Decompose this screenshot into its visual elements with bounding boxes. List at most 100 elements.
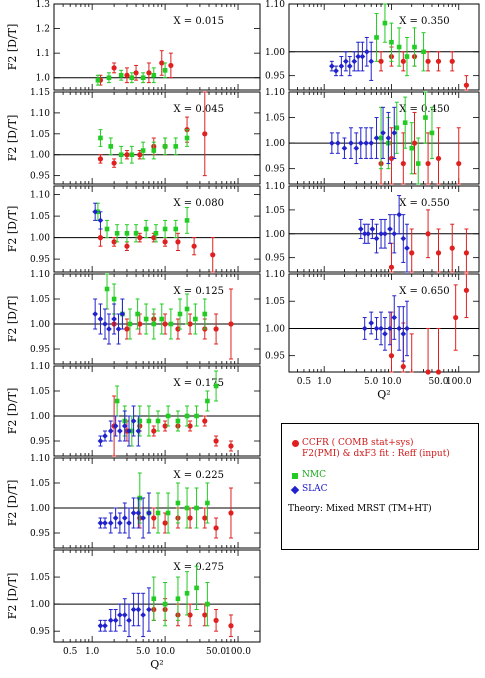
panel-4-nmc-point <box>151 321 157 327</box>
panel-1-ccfr-point <box>146 70 152 76</box>
panel-2-nmc-point <box>151 148 157 153</box>
panel-11-slac-point <box>373 325 380 332</box>
panel-8-slac-point <box>329 63 335 69</box>
panel-9-slac-point <box>357 140 364 146</box>
panel-1-nmc-point <box>106 75 112 81</box>
panel-9-slac-point <box>363 140 369 146</box>
panel-11-slac-point <box>361 325 368 332</box>
panel-8-ccfr-point <box>400 58 406 64</box>
panel-5-ytick-label: 0.95 <box>30 437 50 447</box>
panel-4-nmc-point <box>111 296 117 302</box>
panel-5-slac-point <box>121 423 128 429</box>
panel-2-ccfr-point <box>111 160 117 166</box>
panel-8-ytick-label: 1.10 <box>265 0 285 10</box>
panel-6-slac-point <box>140 515 146 521</box>
panel-7-nmc-point <box>162 601 168 607</box>
panel-5-slac-point <box>97 438 104 444</box>
panel-5-slac-point <box>112 423 119 429</box>
panel-8-slac-point <box>346 63 353 69</box>
panel-7-nmc-point <box>184 590 190 596</box>
panel-11-ytick-label: 1.05 <box>265 297 285 307</box>
panel-11-ccfr-point <box>453 314 459 321</box>
panel-9-x-value-label: X = 0.450 <box>399 104 449 115</box>
panel-11-xtick-label: 0.5 <box>297 377 312 387</box>
panel-6-slac-point <box>117 520 123 526</box>
panel-7-xlabel: Q² <box>150 658 163 671</box>
panel-2-ccfr-point <box>97 156 104 162</box>
panel-9-ytick-label: 1.10 <box>265 88 285 98</box>
panel-9-slac-point <box>368 140 375 146</box>
panel-7-slac-point <box>112 617 119 624</box>
panel-9-nmc-point <box>409 145 415 151</box>
panel-8-nmc-point <box>412 44 417 50</box>
panel-2-ytick-label: 0.95 <box>30 172 50 182</box>
panel-2-ytick-label: 1.00 <box>30 151 50 161</box>
panel-6-nmc-point <box>175 500 181 506</box>
panel-6-nmc-point <box>194 505 199 511</box>
panel-7-nmc-point <box>205 601 210 607</box>
panel-10-ccfr-point <box>435 250 442 256</box>
panel-9-nmc-point <box>429 130 435 136</box>
panel-7-xtick-label: 10.0 <box>155 647 175 657</box>
panel-8-slac-point <box>338 63 345 69</box>
panel-7-nmc-point <box>175 596 181 602</box>
panel-7-ytick-label: 0.95 <box>30 627 50 637</box>
panel-2-ccfr-point <box>202 131 208 137</box>
panel-7-x-value-label: X = 0.275 <box>173 562 223 573</box>
legend-ccfr-label: CCFR ( COMB stat+sys) <box>302 438 414 448</box>
panel-3-ytick-label: 1.00 <box>30 234 50 244</box>
panel-6-slac-point <box>121 515 128 521</box>
panel-4-ccfr-point <box>162 321 168 327</box>
panel-4-ccfr-point <box>124 326 130 332</box>
panel-5-nmc-point <box>175 418 181 424</box>
panel-11-ytick-label: 1.10 <box>265 270 285 280</box>
panel-8-nmc-point <box>396 44 402 50</box>
legend-nmc-label: NMC <box>302 470 326 480</box>
panel-10-slac-point <box>396 211 402 218</box>
panel-7-nmc-point <box>194 585 199 591</box>
panel-3-ylabel: F2 [D/T] <box>6 206 19 253</box>
panel-4-nmc-point <box>104 286 110 292</box>
panel-3-ccfr-point <box>151 235 157 241</box>
panel-10-slac-point <box>382 230 388 237</box>
panel-4-nmc-point <box>135 311 140 317</box>
panel-8-nmc-point <box>421 49 426 55</box>
panel-3-ccfr-point <box>175 239 181 245</box>
panel-6-slac-point <box>135 510 142 516</box>
panel-6-slac-point <box>97 520 104 526</box>
panel-3-slac-point <box>97 217 104 224</box>
panel-2-nmc-point <box>184 135 190 141</box>
panel-4-nmc-point <box>177 311 183 317</box>
panel-6-ccfr-point <box>162 520 168 526</box>
panel-11-slac-point <box>404 325 410 332</box>
panel-6-x-value-label: X = 0.225 <box>173 470 223 481</box>
panel-7-slac-point <box>97 622 104 629</box>
panel-3-nmc-point <box>153 231 159 236</box>
panel-8-slac-point <box>333 68 339 74</box>
panel-6-ytick-label: 1.05 <box>30 479 50 489</box>
panel-11-x-value-label: X = 0.650 <box>399 286 449 297</box>
panel-3-x-value-label: X = 0.080 <box>173 198 223 209</box>
panel-10-ccfr-point <box>463 250 470 256</box>
panel-8-x-value-label: X = 0.350 <box>399 16 449 27</box>
panel-4-slac-point <box>92 311 98 317</box>
panel-9-nmc-point <box>402 120 408 125</box>
panel-7-xtick-label: 1.0 <box>85 647 100 657</box>
panel-1-ytick-label: 1.0 <box>36 74 51 84</box>
panel-7-ytick-label: 1.05 <box>30 573 50 583</box>
legend-ccfr-sublabel: F2(PMI) & dxF3 fit : Reff (input) <box>302 449 450 459</box>
panel-6-slac-point <box>112 515 119 521</box>
panel-1-nmc-point <box>118 72 124 78</box>
panel-6-slac-point <box>146 510 152 516</box>
panel-6-nmc-point <box>184 505 190 511</box>
panel-5-nmc-point <box>165 413 171 419</box>
panel-7-slac-point <box>146 606 152 613</box>
slac-marker-icon <box>288 484 302 495</box>
panel-5-nmc-point <box>137 418 143 424</box>
panel-3-nmc-point <box>184 218 190 223</box>
panel-5-nmc-point <box>194 413 199 419</box>
panel-2-nmc-point <box>173 144 179 149</box>
panel-4-slac-point <box>97 316 104 322</box>
legend-entry-nmc: NMC <box>288 470 326 481</box>
